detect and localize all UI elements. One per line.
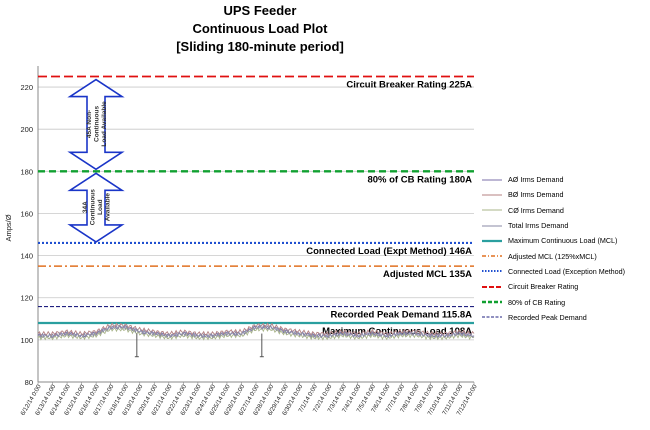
legend-swatch-graphic [482, 270, 502, 273]
legend-swatch [482, 222, 502, 230]
legend-swatch [482, 267, 502, 275]
lower-available-arrow [67, 172, 125, 243]
chart-title-line1: UPS Feeder [223, 3, 297, 18]
legend-swatch [482, 298, 502, 306]
legend-swatch [482, 313, 502, 321]
legend-swatch [482, 283, 502, 291]
y-tick-label: 140 [20, 252, 33, 261]
legend-label: Total Irms Demand [508, 221, 569, 231]
legend-item: Recorded Peak Demand [482, 310, 650, 325]
series-line [37, 324, 475, 339]
legend-item: Connected Load (Exception Method) [482, 264, 650, 279]
legend-item: Adjusted MCL (125%xMCL) [482, 248, 650, 263]
legend-item: BØ Irms Demand [482, 187, 650, 202]
arrow-text: Load [97, 199, 104, 215]
series-line [37, 326, 475, 341]
arrow-text: Continuous [90, 189, 97, 225]
legend-label: Recorded Peak Demand [508, 312, 587, 322]
legend-label: Adjusted MCL (125%xMCL) [508, 251, 597, 261]
lower-arrow-label: 34A Continuous Load Available [82, 189, 112, 225]
legend-label: Connected Load (Exception Method) [508, 266, 626, 276]
arrow-text: 34A [82, 201, 89, 213]
arrow-text: Continuous [94, 106, 101, 142]
legend-item: Total Irms Demand [482, 218, 650, 233]
legend-swatch-graphic [482, 285, 502, 288]
annotation-label: 80% of CB Rating 180A [367, 174, 472, 185]
y-tick-label: 220 [20, 83, 33, 92]
legend-item: CØ Irms Demand [482, 203, 650, 218]
y-tick-label: 120 [20, 294, 33, 303]
legend-swatch-graphic [482, 179, 502, 181]
legend-swatch [482, 237, 502, 245]
arrow-text: Load Available [101, 101, 108, 147]
y-tick-label: 160 [20, 209, 33, 218]
legend-swatch-graphic [482, 255, 502, 257]
legend-swatch-graphic [482, 316, 502, 318]
legend-item: Circuit Breaker Rating [482, 279, 650, 294]
upper-available-arrow [67, 78, 125, 171]
legend-swatch-graphic [482, 194, 502, 196]
y-tick-label: 200 [20, 125, 33, 134]
legend-item: 80% of CB Rating [482, 294, 650, 309]
legend-item: Maximum Continuous Load (MCL) [482, 233, 650, 248]
chart-title-line3: [Sliding 180-minute period] [176, 39, 344, 54]
annotation-label: Circuit Breaker Rating 225A [346, 80, 472, 91]
annotation-label: Recorded Peak Demand 115.8A [330, 310, 472, 321]
annotation-label: Connected Load (Expt Method) 146A [306, 246, 472, 257]
chart-title-line2: Continuous Load Plot [192, 21, 328, 36]
y-tick-label: 100 [20, 336, 33, 345]
y-tick-label: 80 [25, 378, 33, 387]
legend: AØ Irms Demand BØ Irms Demand CØ Irms De… [482, 172, 650, 325]
y-tick-label: 180 [20, 167, 33, 176]
legend-swatch-graphic [482, 239, 502, 242]
legend-swatch [482, 252, 502, 260]
legend-swatch [482, 176, 502, 184]
legend-label: Circuit Breaker Rating [508, 282, 579, 292]
legend-swatch [482, 206, 502, 214]
legend-swatch-graphic [482, 209, 502, 211]
legend-label: Maximum Continuous Load (MCL) [508, 236, 618, 246]
legend-item: AØ Irms Demand [482, 172, 650, 187]
legend-label: 80% of CB Rating [508, 297, 566, 307]
legend-swatch-graphic [482, 300, 502, 304]
arrow-text: 45A Non- [86, 110, 93, 138]
legend-label: BØ Irms Demand [508, 190, 564, 200]
y-axis-label: Amps/Ø [4, 214, 13, 241]
legend-label: CØ Irms Demand [508, 205, 564, 215]
legend-swatch-graphic [482, 225, 502, 227]
arrow-text: Available [105, 193, 112, 222]
upper-arrow-label: 45A Non- Continuous Load Available [86, 101, 108, 147]
annotation-label: Adjusted MCL 135A [383, 269, 472, 280]
legend-label: AØ Irms Demand [508, 175, 564, 185]
legend-swatch [482, 191, 502, 199]
